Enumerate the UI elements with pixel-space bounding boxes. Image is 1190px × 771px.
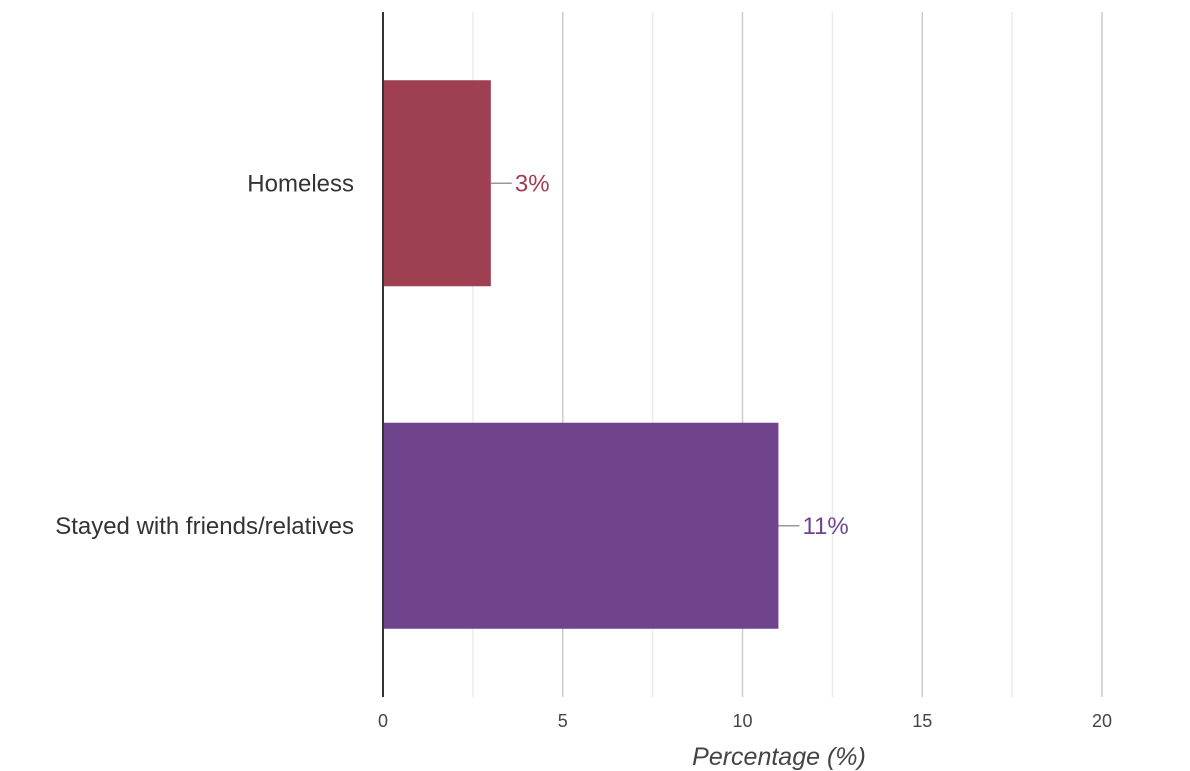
category-label-1: Homeless [247, 170, 354, 197]
x-tick-label-15: 15 [912, 711, 932, 731]
bar-1 [383, 80, 491, 287]
category-label-2: Stayed with friends/relatives [55, 513, 354, 540]
data-label-1: 3% [515, 170, 550, 197]
x-axis-title: Percentage (%) [692, 743, 866, 771]
x-tick-labels: 0 5 10 15 20 [378, 711, 1112, 731]
data-labels: 3% 11% [490, 170, 849, 540]
category-labels: Homeless Stayed with friends/relatives [55, 170, 354, 540]
x-tick-label-20: 20 [1092, 711, 1112, 731]
x-tick-label-10: 10 [732, 711, 752, 731]
data-label-2: 11% [802, 513, 848, 540]
x-tick-label-0: 0 [378, 711, 388, 731]
bar-2 [383, 422, 779, 629]
bars [383, 80, 779, 629]
x-tick-label-5: 5 [558, 711, 568, 731]
